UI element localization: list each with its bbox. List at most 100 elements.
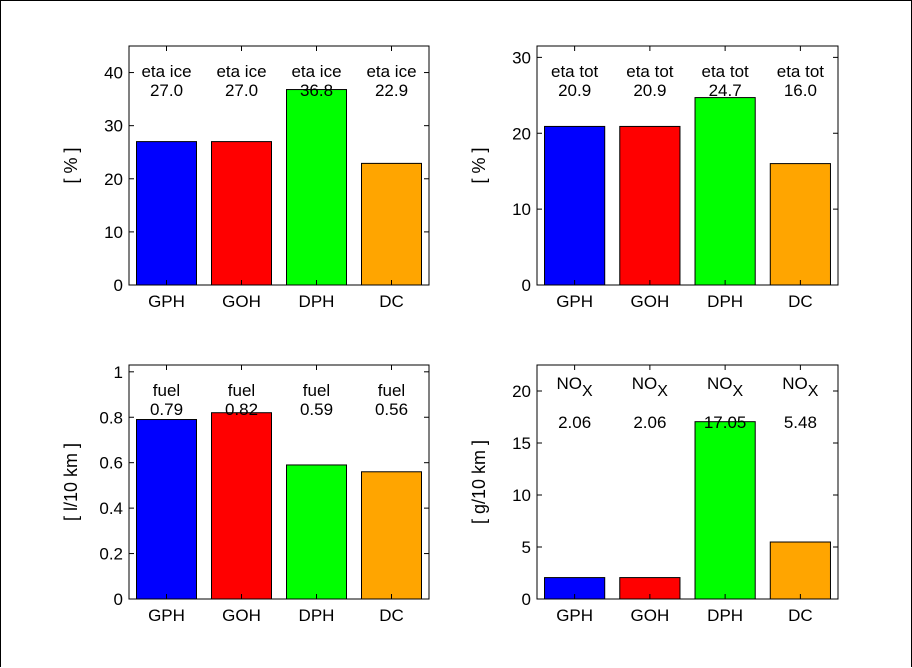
x-tick-label: GOH	[222, 606, 261, 625]
y-tick-label: 15	[512, 434, 531, 453]
annotation-label: eta ice	[216, 62, 266, 81]
y-axis-label: [ % ]	[469, 147, 489, 183]
annotation-label: NOX	[557, 374, 594, 400]
annotation-label: eta ice	[291, 62, 341, 81]
chart-panel-4: 0 5 10 15 20 GPH GOH DPH DC [ g/10 km ] NOX 2.06 NOX…	[469, 364, 839, 625]
y-axis-label: [ g/10 km ]	[469, 440, 489, 524]
y-tick-label: 20	[104, 170, 123, 189]
annotation-subscript: X	[808, 383, 819, 400]
x-tick-label: DC	[788, 606, 813, 625]
x-tick-label: GOH	[631, 606, 670, 625]
bar-gph	[136, 141, 197, 286]
annotation-label: eta ice	[141, 62, 191, 81]
x-tick-label: DC	[379, 292, 404, 311]
annotation-label: eta tot	[551, 62, 599, 81]
x-tick-label: GPH	[556, 292, 593, 311]
annotation-value: 27.0	[150, 81, 183, 100]
bar-dph	[694, 97, 756, 286]
x-tick-label: GOH	[222, 292, 261, 311]
annotation-value: 2.06	[558, 413, 591, 432]
annotation-value: 16.0	[784, 81, 817, 100]
annotation-value: 0.79	[150, 400, 183, 419]
y-tick-label: 0.4	[99, 499, 123, 518]
annotation-label: eta tot	[777, 62, 825, 81]
annotation-value: 0.59	[300, 400, 333, 419]
annotation-subscript: X	[657, 383, 668, 400]
y-tick-label: 0.6	[99, 454, 123, 473]
y-tick-label: 1	[114, 363, 123, 382]
annotation-value: 5.48	[784, 413, 817, 432]
y-tick-label: 10	[512, 200, 531, 219]
x-tick-label: DPH	[299, 292, 335, 311]
annotation-value: 20.9	[558, 81, 591, 100]
bar-gph	[544, 125, 606, 286]
y-tick-label: 0	[522, 590, 531, 609]
bar-dc	[769, 163, 831, 286]
y-tick-label: 0	[114, 590, 123, 609]
annotation-label: fuel	[228, 381, 255, 400]
y-tick-label: 30	[104, 117, 123, 136]
y-tick-label: 10	[104, 223, 123, 242]
annotation-label: eta tot	[701, 62, 749, 81]
annotation-value: 24.7	[709, 81, 742, 100]
y-tick-label: 10	[512, 486, 531, 505]
annotation-label: fuel	[153, 381, 180, 400]
plot-area-border	[536, 45, 839, 286]
y-tick-label: 0	[114, 276, 123, 295]
plot-area-border	[128, 45, 430, 286]
annotation-label: eta tot	[626, 62, 674, 81]
bar-dph	[694, 421, 756, 600]
annotation-value: 0.82	[225, 400, 258, 419]
plot-area-border	[536, 364, 839, 600]
bar-dc	[361, 471, 422, 600]
y-tick-label: 20	[512, 124, 531, 143]
x-tick-label: DC	[379, 606, 404, 625]
y-tick-label: 5	[522, 538, 531, 557]
annotation-value: 20.9	[633, 81, 666, 100]
x-tick-label: DC	[788, 292, 813, 311]
x-tick-label: GOH	[631, 292, 670, 311]
annotation-label: NOX	[707, 374, 744, 400]
annotation-label: fuel	[303, 381, 330, 400]
annotation-label: NOX	[782, 374, 819, 400]
bar-dph	[286, 464, 347, 600]
annotation-label: eta ice	[366, 62, 416, 81]
y-axis-label: [ l/10 km ]	[61, 443, 81, 521]
bar-dc	[769, 541, 831, 600]
chart-panel-3: 0 0.2 0.4 0.6 0.8 1 GPH GOH DPH DC [ l/10 km ] fuel…	[61, 363, 430, 625]
bar-goh	[211, 412, 272, 600]
bar-dph	[286, 89, 347, 286]
x-tick-label: GPH	[148, 292, 185, 311]
y-tick-label: 0.2	[99, 545, 123, 564]
x-tick-label: GPH	[556, 606, 593, 625]
y-axis-label: [ % ]	[61, 147, 81, 183]
bar-dc	[361, 162, 422, 286]
bar-goh	[619, 125, 681, 286]
annotation-value: 17.05	[704, 413, 747, 432]
annotation-value: 2.06	[633, 413, 666, 432]
y-tick-label: 20	[512, 382, 531, 401]
annotation-label: fuel	[378, 381, 405, 400]
annotation-label: NOX	[632, 374, 669, 400]
bar-goh	[211, 141, 272, 286]
plot-area-border	[128, 364, 430, 600]
x-tick-label: GPH	[148, 606, 185, 625]
annotation-value: 36.8	[300, 81, 333, 100]
y-tick-label: 0	[522, 276, 531, 295]
y-tick-label: 30	[512, 48, 531, 67]
annotation-subscript: X	[582, 383, 593, 400]
annotation-subscript: X	[733, 383, 744, 400]
x-tick-label: DPH	[707, 292, 743, 311]
y-tick-label: 0.8	[99, 408, 123, 427]
x-tick-label: DPH	[707, 606, 743, 625]
bar-gph	[136, 419, 197, 600]
y-tick-label: 40	[104, 64, 123, 83]
annotation-value: 27.0	[225, 81, 258, 100]
annotation-value: 22.9	[375, 81, 408, 100]
annotation-value: 0.56	[375, 400, 408, 419]
x-tick-label: DPH	[299, 606, 335, 625]
